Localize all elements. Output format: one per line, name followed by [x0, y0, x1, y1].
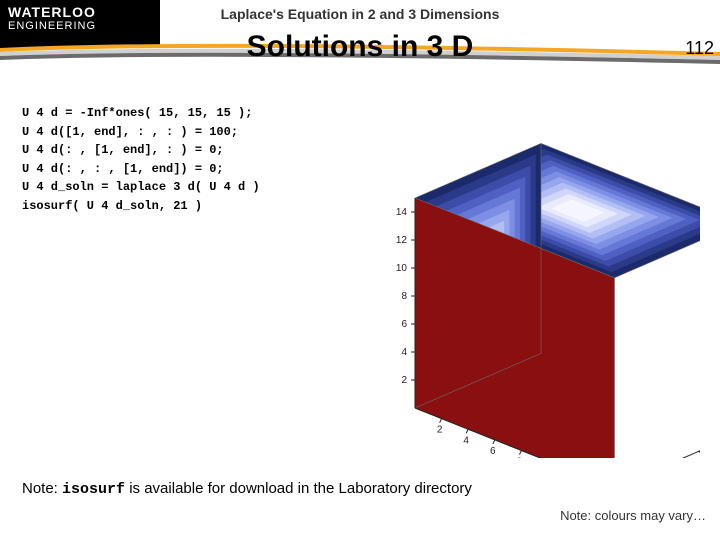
slide-subtitle: Laplace's Equation in 2 and 3 Dimensions	[0, 6, 720, 22]
note-prefix: Note:	[22, 480, 62, 497]
slide-title: Solutions in 3 D	[0, 30, 720, 64]
code-line: isosurf( U 4 d_soln, 21 )	[22, 199, 202, 213]
code-line: U 4 d_soln = laplace 3 d( U 4 d )	[22, 180, 260, 194]
note-suffix: is available for download in the Laborat…	[125, 480, 472, 497]
svg-text:12: 12	[396, 235, 408, 246]
code-block: U 4 d = -Inf*ones( 15, 15, 15 ); U 4 d([…	[22, 104, 260, 216]
note-secondary: Note: colours may vary…	[560, 508, 706, 523]
svg-text:14: 14	[396, 207, 408, 218]
svg-text:8: 8	[517, 457, 523, 458]
svg-text:6: 6	[401, 319, 407, 330]
svg-text:6: 6	[490, 446, 496, 457]
page-number: 112	[685, 38, 714, 59]
svg-text:10: 10	[396, 263, 408, 274]
svg-text:4: 4	[401, 347, 407, 358]
svg-text:2: 2	[437, 425, 443, 436]
svg-text:2: 2	[401, 375, 407, 386]
code-line: U 4 d(: , : , [1, end]) = 0;	[22, 162, 224, 176]
note-main: Note: isosurf is available for download …	[22, 480, 472, 498]
note-code-inline: isosurf	[62, 481, 125, 498]
isosurface-figure: 2468101214141210864251015	[360, 108, 700, 458]
code-line: U 4 d([1, end], : , : ) = 100;	[22, 125, 238, 139]
svg-text:4: 4	[463, 435, 469, 446]
svg-text:8: 8	[401, 291, 407, 302]
code-line: U 4 d(: , [1, end], : ) = 0;	[22, 143, 224, 157]
code-line: U 4 d = -Inf*ones( 15, 15, 15 );	[22, 106, 252, 120]
